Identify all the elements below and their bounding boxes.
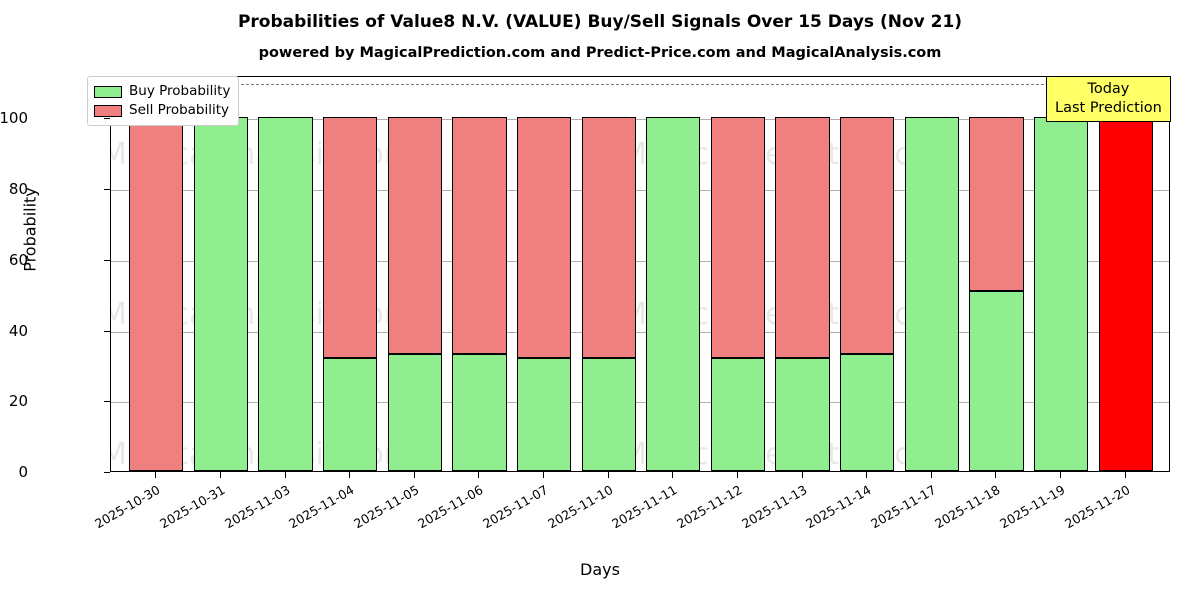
chart-legend: Buy Probability Sell Probability <box>87 76 240 126</box>
bar-segment-buy[interactable] <box>840 354 895 471</box>
bar-segment-buy[interactable] <box>1033 117 1089 471</box>
bar-segment-buy[interactable] <box>387 354 442 471</box>
x-axis-tick-mark <box>349 472 351 478</box>
dashed-reference-line <box>111 84 1169 86</box>
x-axis-tick-mark <box>543 472 545 478</box>
chart-subtitle: powered by MagicalPrediction.com and Pre… <box>258 45 942 61</box>
y-axis-tick-mark <box>104 401 110 403</box>
x-axis-tick-mark <box>607 472 609 478</box>
bar-segment-buy[interactable] <box>646 117 701 471</box>
y-axis-tick-label: 20 <box>8 392 28 411</box>
bar-segment-sell[interactable] <box>387 117 442 355</box>
bar-segment-buy[interactable] <box>581 357 636 471</box>
bar-segment-sell[interactable] <box>581 117 636 358</box>
bar-column[interactable] <box>129 77 184 471</box>
x-axis-tick-mark <box>1060 472 1062 478</box>
bar-segment-sell[interactable] <box>516 117 572 358</box>
bar-column[interactable] <box>258 77 313 471</box>
legend-item[interactable]: Sell Probability <box>94 101 230 120</box>
x-axis-tick-mark <box>284 472 286 478</box>
plot-area: MagicalAnalysis.comMagicalPrediction.com… <box>110 76 1170 472</box>
y-axis-tick-label: 100 <box>0 109 28 128</box>
y-axis-tick-mark <box>104 259 110 261</box>
today-label: Today <box>1087 81 1130 97</box>
bar-column[interactable] <box>516 77 572 471</box>
legend-label: Buy Probability <box>129 83 231 99</box>
bar-column[interactable] <box>646 77 701 471</box>
bar-column[interactable] <box>323 77 378 471</box>
y-axis-tick-mark <box>104 118 110 120</box>
legend-label: Sell Probability <box>129 102 230 118</box>
bar-segment-sell[interactable] <box>775 117 830 358</box>
bar-segment-sell[interactable] <box>710 117 766 358</box>
y-axis-tick-mark <box>104 189 110 191</box>
x-axis-tick-mark <box>995 472 997 478</box>
x-axis-tick-mark <box>866 472 868 478</box>
legend-swatch-icon <box>94 104 122 117</box>
chart-title: Probabilities of Value8 N.V. (VALUE) Buy… <box>237 12 963 32</box>
bar-segment-today[interactable] <box>1098 117 1153 471</box>
bar-segment-sell[interactable] <box>129 117 184 471</box>
bar-column[interactable] <box>710 77 766 471</box>
bar-column[interactable] <box>1033 77 1089 471</box>
y-axis-tick-mark <box>104 472 110 473</box>
bar-segment-sell[interactable] <box>452 117 507 355</box>
bar-segment-buy[interactable] <box>775 357 830 471</box>
bar-column[interactable] <box>969 77 1024 471</box>
bar-segment-buy[interactable] <box>969 290 1024 471</box>
x-axis-tick-mark <box>1124 472 1126 478</box>
x-axis-tick-mark <box>801 472 803 478</box>
y-axis-tick-mark <box>104 330 110 332</box>
gridline-y-80 <box>111 190 1169 192</box>
x-axis-label: Days <box>580 560 620 579</box>
bar-segment-sell[interactable] <box>323 117 378 358</box>
y-axis-tick-label: 60 <box>8 250 28 269</box>
y-axis-tick-label: 0 <box>18 463 28 481</box>
bar-column[interactable] <box>904 77 959 471</box>
bar-column[interactable] <box>581 77 636 471</box>
gridline-y-60 <box>111 260 1169 262</box>
today-last-prediction-box: Today Last Prediction <box>1046 76 1171 122</box>
bar-segment-sell[interactable] <box>840 117 895 355</box>
bar-segment-buy[interactable] <box>710 357 766 471</box>
legend-swatch-icon <box>94 85 122 98</box>
x-axis-tick-mark <box>930 472 932 478</box>
gridline-y-40 <box>111 331 1169 333</box>
y-axis-label: Probability <box>20 187 40 272</box>
gridline-y-100 <box>111 119 1169 121</box>
bar-segment-buy[interactable] <box>516 357 572 471</box>
x-axis-tick-mark <box>478 472 480 478</box>
y-axis-tick-label: 40 <box>8 321 28 340</box>
bar-column[interactable] <box>775 77 830 471</box>
x-axis-tick-mark <box>413 472 415 478</box>
bar-series-layer <box>111 77 1169 471</box>
y-axis-tick-label: 80 <box>8 180 28 199</box>
gridline-y-20 <box>111 402 1169 404</box>
legend-item[interactable]: Buy Probability <box>94 82 230 101</box>
bar-column[interactable] <box>840 77 895 471</box>
bar-column[interactable] <box>387 77 442 471</box>
last-prediction-label: Last Prediction <box>1055 100 1162 116</box>
x-axis-tick-mark <box>672 472 674 478</box>
bar-segment-buy[interactable] <box>452 354 507 471</box>
bar-segment-buy[interactable] <box>193 117 248 471</box>
bar-column[interactable] <box>1098 77 1153 471</box>
bar-segment-sell[interactable] <box>969 117 1024 291</box>
bar-column[interactable] <box>452 77 507 471</box>
bar-column[interactable] <box>193 77 248 471</box>
bar-segment-buy[interactable] <box>904 117 959 471</box>
bar-segment-buy[interactable] <box>323 357 378 471</box>
x-axis-tick-mark <box>219 472 221 478</box>
x-axis-tick-mark <box>155 472 157 478</box>
x-axis-tick-mark <box>736 472 738 478</box>
bar-segment-buy[interactable] <box>258 117 313 471</box>
